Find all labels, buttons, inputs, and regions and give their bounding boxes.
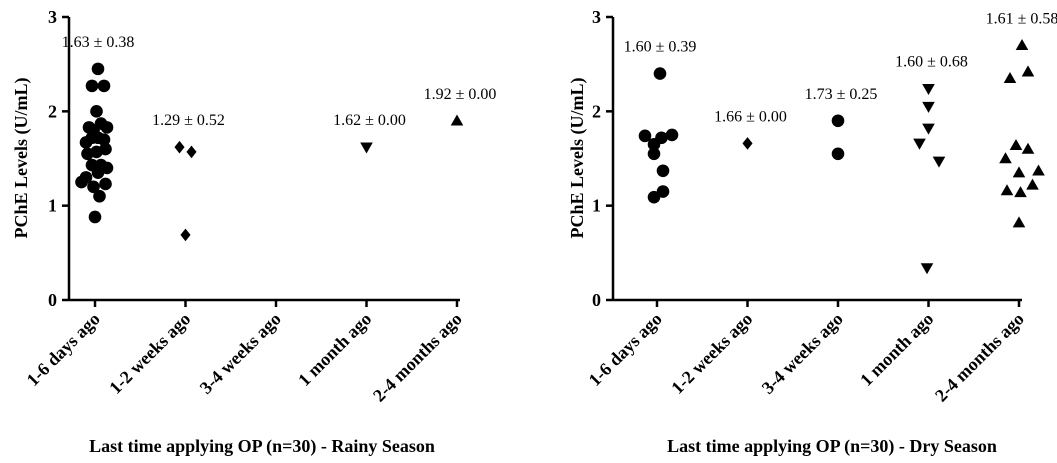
data-point-triangle-down: [922, 83, 935, 95]
y-axis-title: PChE Levels (U/mL): [11, 78, 32, 239]
data-point-diamond: [742, 137, 753, 150]
mean-sd-label: 1.63 ± 0.38: [62, 34, 135, 51]
data-point-diamond: [186, 145, 197, 159]
data-point-circle: [653, 67, 667, 80]
data-point-circle: [665, 128, 679, 142]
data-point-diamond: [180, 228, 191, 242]
y-tick-label: 2: [592, 101, 601, 121]
data-point-triangle-up: [1000, 184, 1014, 196]
data-point-triangle-up: [1021, 142, 1035, 154]
data-point-triangle-down: [922, 123, 935, 135]
x-tick-label: 1 month ago: [294, 309, 375, 390]
y-tick-label: 1: [48, 196, 57, 216]
mean-sd-label: 1.61 ± 0.58: [986, 10, 1057, 27]
data-point-triangle-down: [932, 156, 946, 168]
data-point-circle: [90, 105, 103, 118]
data-point-circle: [91, 62, 105, 76]
mean-sd-label: 1.92 ± 0.00: [424, 86, 497, 103]
data-point-circle: [656, 164, 670, 178]
data-point-triangle-up: [450, 114, 464, 126]
data-point-circle: [831, 147, 845, 161]
data-point-circle: [85, 79, 99, 93]
data-point-circle: [656, 185, 670, 198]
x-axis-title: Last time applying OP (n=30) - Rainy Sea…: [89, 436, 435, 457]
y-tick-label: 3: [48, 7, 57, 27]
data-point-circle: [97, 133, 111, 146]
data-point-circle: [647, 138, 661, 151]
data-point-triangle-up: [1012, 166, 1026, 178]
y-tick-label: 2: [48, 101, 57, 121]
data-point-triangle-down: [913, 138, 926, 150]
data-point-circle: [75, 175, 88, 189]
mean-sd-label: 1.62 ± 0.00: [333, 112, 406, 129]
data-point-circle: [87, 180, 100, 194]
data-point-diamond: [174, 140, 185, 154]
x-axis-title: Last time applying OP (n=30) - Dry Seaso…: [667, 436, 997, 457]
data-point-triangle-up: [1032, 164, 1045, 176]
data-point-triangle-down: [360, 142, 373, 154]
x-tick-label: 1-2 weeks ago: [105, 309, 194, 398]
data-point-circle: [99, 142, 112, 156]
data-point-triangle-up: [1026, 178, 1039, 190]
data-point-circle: [638, 129, 652, 143]
data-point-triangle-up: [1003, 72, 1017, 84]
data-point-triangle-up: [999, 152, 1012, 164]
x-tick-label: 3-4 weeks ago: [196, 309, 285, 398]
x-tick-label: 1-6 days ago: [23, 309, 104, 390]
y-axis-title: PChE Levels (U/mL): [567, 78, 588, 239]
data-point-circle: [647, 190, 661, 204]
data-point-circle: [831, 114, 845, 128]
data-point-circle: [647, 147, 661, 161]
y-tick-label: 0: [48, 290, 57, 310]
data-point-triangle-up: [1021, 65, 1035, 77]
chart-panel-2: 0 1 2 3 1-6 days ago 1-2 weeks ago 3-4 weeks a…: [567, 7, 1057, 457]
mean-sd-label: 1.29 ± 0.52: [152, 112, 225, 129]
data-point-circle: [93, 189, 106, 203]
data-point-triangle-down: [920, 263, 934, 275]
data-point-circle: [100, 161, 114, 175]
mean-sd-label: 1.60 ± 0.39: [624, 39, 697, 56]
data-point-circle: [97, 79, 111, 93]
mean-sd-label: 1.60 ± 0.68: [895, 54, 968, 71]
y-tick-label: 1: [592, 196, 601, 216]
data-point-circle: [99, 177, 112, 191]
y-tick-label: 3: [592, 7, 601, 27]
x-tick-label: 1 month ago: [856, 309, 937, 390]
y-tick-label: 0: [592, 290, 601, 310]
x-tick-label: 1-6 days ago: [585, 309, 666, 390]
data-point-triangle-up: [1009, 138, 1023, 151]
mean-sd-label: 1.73 ± 0.25: [805, 86, 878, 103]
data-point-triangle-up: [1014, 186, 1027, 198]
x-tick-label: 2-4 months ago: [369, 309, 466, 406]
mean-sd-label: 1.66 ± 0.00: [714, 108, 787, 125]
data-point-triangle-up: [1015, 39, 1029, 51]
x-tick-label: 3-4 weeks ago: [758, 309, 847, 398]
data-point-triangle-down: [922, 101, 935, 113]
data-point-triangle-up: [1012, 216, 1026, 228]
x-tick-label: 1-2 weeks ago: [667, 309, 756, 398]
data-point-circle: [100, 121, 114, 134]
chart-panel-1: 0 1 2 3 1-6 days ago 1-2 weeks ago 3-4 weeks a…: [11, 7, 496, 457]
data-point-circle: [88, 210, 102, 224]
x-tick-label: 2-4 months ago: [931, 309, 1028, 406]
